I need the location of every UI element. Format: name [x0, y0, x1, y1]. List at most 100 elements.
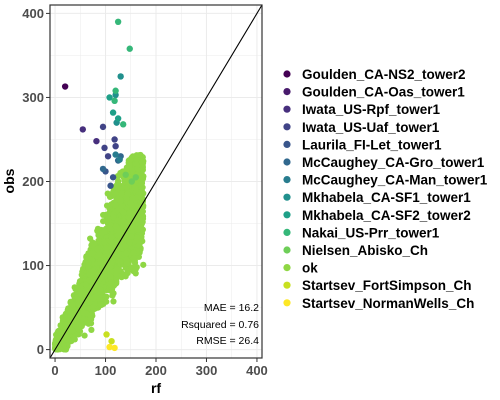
ok-point — [74, 284, 81, 292]
ok-point — [129, 195, 137, 202]
ok-point — [89, 304, 96, 311]
ok-point — [123, 195, 130, 202]
point-Laurila_FI-Let_tower1 — [107, 182, 114, 189]
ok-point — [97, 286, 104, 293]
ok-point — [105, 218, 113, 225]
point-Nakai_US-Prr_tower1 — [114, 18, 122, 26]
ok-point — [106, 193, 114, 201]
ok-point — [137, 224, 145, 231]
legend-key — [283, 281, 291, 289]
legend-item: Nakai_US-Prr_tower1 — [283, 225, 440, 240]
ok-point — [138, 158, 146, 165]
point-Nakai_US-Prr_tower1 — [126, 45, 133, 52]
point-Nakai_US-Prr_tower1 — [111, 97, 118, 105]
point-Mkhabela_CA-SF1_tower1 — [117, 73, 124, 80]
ok-point — [136, 241, 143, 248]
ok-point — [111, 249, 118, 257]
ok-point — [128, 233, 135, 240]
legend-key — [283, 140, 291, 148]
ok-point — [124, 190, 131, 197]
legend-item: Startsev_FortSimpson_Ch — [283, 278, 472, 293]
ok-point — [110, 298, 117, 305]
stat-rsquared: Rsquared = 0.76 — [181, 319, 259, 331]
series-points — [61, 18, 140, 352]
stat-mae: MAE = 16.2 — [204, 302, 259, 314]
point-Iwata_US-Rpf_tower1 — [79, 126, 87, 133]
ok-point — [82, 281, 89, 288]
y-axis-title: obs — [1, 168, 17, 193]
legend-item: Goulden_CA-Oas_tower1 — [283, 85, 465, 100]
legend-item: Mkhabela_CA-SF2_tower2 — [283, 208, 471, 223]
ok-point — [80, 290, 87, 297]
ok-point — [98, 301, 105, 308]
ok-point — [85, 320, 92, 327]
legend-key — [283, 246, 291, 254]
legend-label: Laurila_FI-Let_tower1 — [302, 137, 442, 152]
ok-point — [90, 267, 97, 274]
ok-point — [101, 228, 109, 235]
x-axis-title: rf — [151, 380, 161, 396]
y-tick-label: 100 — [22, 258, 44, 273]
legend-label: Nakai_US-Prr_tower1 — [302, 225, 440, 240]
ok-point — [95, 251, 103, 258]
y-axis-ticks: 0 100 200 300 400 — [22, 6, 50, 357]
point-Nielsen_Abisko_Ch — [122, 171, 129, 178]
ok-point — [112, 223, 120, 230]
x-tick-label: 300 — [196, 363, 218, 378]
point-Iwata_US-Uaf_tower1 — [99, 123, 107, 131]
legend-label: Iwata_US-Uaf_tower1 — [302, 120, 440, 135]
ok-point — [122, 273, 129, 280]
ok-point — [106, 225, 113, 232]
point-Mkhabela_CA-SF2_tower2 — [114, 115, 122, 122]
legend-item: Mkhabela_CA-SF1_tower1 — [283, 190, 471, 205]
legend-key — [283, 158, 291, 166]
point-Goulden_CA-NS2_tower2 — [61, 83, 69, 90]
legend-item: ok — [283, 261, 318, 276]
ok-point — [120, 218, 127, 225]
legend-label: McCaughey_CA-Man_tower1 — [302, 173, 488, 188]
legend-key — [283, 105, 291, 113]
ok-point — [94, 225, 102, 232]
y-tick-label: 300 — [22, 90, 44, 105]
legend-key — [283, 70, 291, 78]
y-tick-label: 400 — [22, 6, 44, 21]
ok-point — [108, 285, 116, 292]
x-axis-ticks: 0 100 200 300 400 — [51, 358, 268, 378]
point-Nakai_US-Prr_tower1 — [112, 87, 119, 94]
legend-key — [283, 211, 291, 219]
ok-point — [140, 261, 147, 268]
point-Iwata_US-Uaf_tower1 — [104, 153, 112, 160]
point-Mkhabela_CA-SF2_tower2 — [109, 109, 117, 116]
ok-point — [100, 218, 107, 225]
ok-point — [89, 250, 96, 257]
ok-point — [107, 273, 114, 280]
legend-label: Nielsen_Abisko_Ch — [302, 243, 428, 258]
ok-point — [123, 260, 130, 267]
legend-item: McCaughey_CA-Man_tower1 — [283, 173, 488, 188]
ok-point — [75, 313, 82, 320]
point-Iwata_US-Uaf_tower1 — [111, 136, 118, 143]
ok-point — [138, 179, 145, 186]
ok-point — [126, 239, 133, 246]
ok-point — [133, 160, 141, 168]
point-Startsev_FortSimpson_Ch — [108, 337, 115, 345]
ok-point — [108, 234, 115, 241]
legend-item: Nielsen_Abisko_Ch — [283, 243, 428, 258]
ok-point — [107, 239, 115, 246]
ok-point — [93, 245, 101, 253]
point-Iwata_US-Rpf_tower1 — [93, 137, 100, 145]
ok-point — [71, 336, 78, 343]
legend-label: Goulden_CA-Oas_tower1 — [302, 85, 465, 100]
legend-label: Mkhabela_CA-SF1_tower1 — [302, 190, 471, 205]
ok-point — [126, 162, 133, 169]
ok-point — [122, 243, 129, 250]
ok-point — [114, 184, 121, 191]
ok-point — [85, 277, 93, 284]
legend-item: Startsev_NormanWells_Ch — [283, 296, 474, 311]
ok-point — [117, 258, 124, 265]
ok-point — [97, 257, 104, 265]
ok-point — [118, 202, 126, 210]
point-Nielsen_Abisko_Ch — [128, 178, 135, 185]
ok-point — [138, 187, 145, 195]
ok-point — [130, 255, 137, 262]
